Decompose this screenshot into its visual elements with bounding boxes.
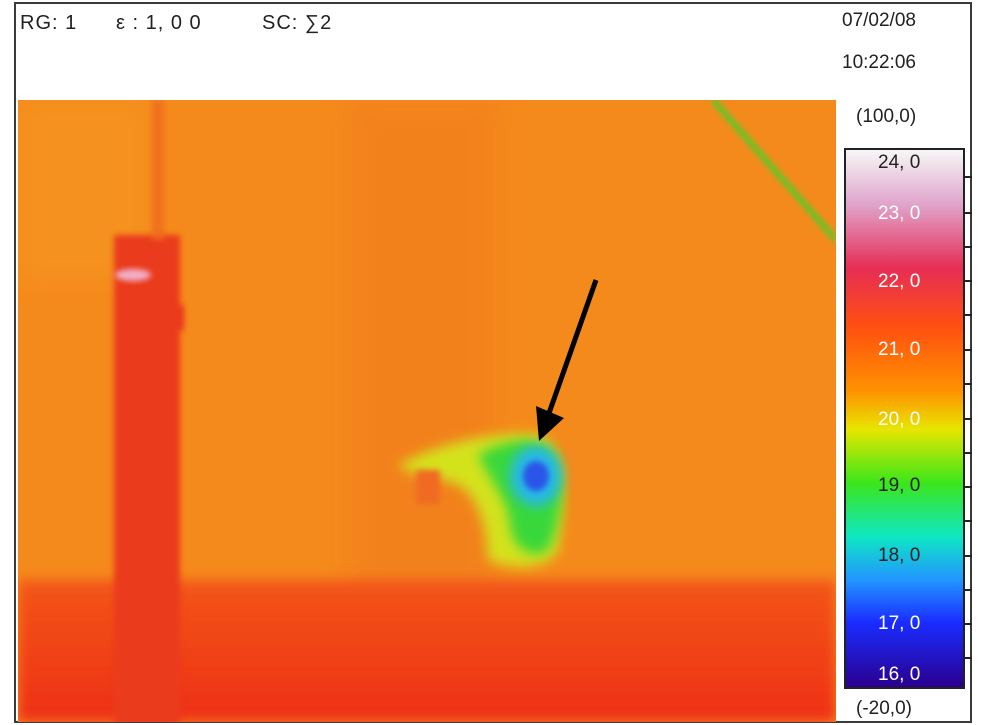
scale-tick [964, 246, 972, 248]
scale-tick-label: 17, 0 [878, 613, 921, 634]
scale-tick-label: 16, 0 [878, 664, 921, 685]
scale-mode-label: SC: ∑2 [262, 12, 333, 34]
scale-tick [964, 212, 972, 214]
scale-tick [964, 383, 972, 385]
scale-max-label: (100,0) [856, 106, 917, 127]
scale-tick [964, 280, 972, 282]
time-label: 10:22:06 [842, 52, 916, 73]
scale-tick-label: 19, 0 [878, 475, 921, 496]
scale-tick [964, 555, 972, 557]
scale-tick [964, 349, 972, 351]
scale-tick [964, 418, 972, 420]
emissivity-label: ε : 1, 0 0 [116, 12, 202, 34]
sensor-box [416, 470, 440, 504]
scale-tick-label: 20, 0 [878, 409, 921, 430]
range-label: RG: 1 [20, 12, 78, 34]
thermal-image [18, 100, 836, 722]
scale-tick [964, 314, 972, 316]
cold-spot-core [523, 461, 549, 491]
scale-tick-label: 23, 0 [878, 203, 921, 224]
date-label: 07/02/08 [842, 10, 916, 31]
warm-spot [115, 269, 151, 281]
scale-tick [964, 520, 972, 522]
temperature-scale-bar [844, 148, 965, 689]
arrow-down-left-icon [545, 279, 599, 417]
scale-tick [964, 486, 972, 488]
scale-tick [964, 657, 972, 659]
scale-tick-label: 21, 0 [878, 339, 921, 360]
scale-tick-label: 22, 0 [878, 271, 921, 292]
scale-min-label: (-20,0) [856, 698, 912, 719]
scale-tick [964, 623, 972, 625]
scale-tick [964, 452, 972, 454]
scale-tick [964, 589, 972, 591]
cold-edge-line [711, 100, 836, 242]
scale-tick [964, 176, 972, 178]
scale-tick-label: 24, 0 [878, 152, 921, 173]
scale-tick-label: 18, 0 [878, 545, 921, 566]
